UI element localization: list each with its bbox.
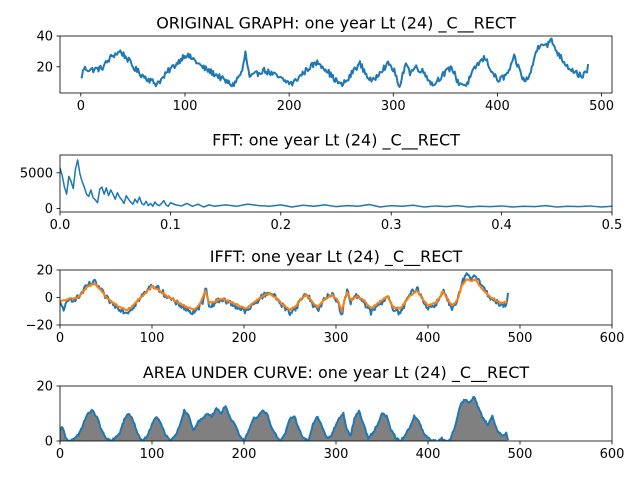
subplot-ifft: IFFT: one year Lt (24) _C__RECT 0 100 200 3… [26,247,625,346]
x-tick-label-fft: 0.0 [50,218,71,233]
subplot-original: ORIGINAL GRAPH: one year Lt (24) _C__REC… [36,14,614,115]
axes-frame-original [59,35,613,94]
x-tick-label-original: 200 [277,99,302,114]
y-tick-label-original: 40 [36,30,53,45]
x-tick-label-ifft: 600 [600,331,625,346]
x-tick-label-ifft: 200 [232,331,257,346]
x-tick-label-fft: 0.4 [491,218,512,233]
plot-marks-ifft [60,272,510,317]
x-tick-label-area: 200 [232,447,257,462]
subplot-area: AREA UNDER CURVE: one year Lt (24) _C__R… [36,363,624,462]
series-line-fft-1 [60,159,612,208]
x-tick-label-ifft: 100 [140,331,165,346]
x-tick-label-area: 0 [56,447,64,462]
x-tick-label-fft: 0.5 [602,218,623,233]
plot-area-fft: 0.0 0.1 0.2 0.3 0.4 0.5 0 5000 [20,154,623,233]
y-tick-label-fft: 5000 [20,166,53,181]
subplot-fft: FFT: one year Lt (24) _C__RECT 0.0 0.1 0.2… [20,131,622,234]
x-tick-label-ifft: 400 [416,331,441,346]
title-ifft: IFFT: one year Lt (24) _C__RECT [210,247,463,267]
x-tick-label-original: 0 [77,99,85,114]
y-tick-label-ifft: 0 [45,291,53,306]
x-tick-label-ifft: 0 [56,331,64,346]
y-tick-label-fft: 0 [45,202,53,217]
x-tick-label-original: 100 [173,99,198,114]
x-tick-label-area: 500 [508,447,533,462]
x-tick-label-fft: 0.1 [160,218,181,233]
y-tick-label-area: 0 [45,435,53,450]
x-tick-label-ifft: 300 [324,331,349,346]
y-tick-label-area: 20 [36,380,53,395]
x-tick-label-original: 300 [381,99,406,114]
series-line-area-1 [60,395,510,441]
y-tick-label-original: 20 [36,60,53,75]
x-tick-label-ifft: 500 [508,331,533,346]
plot-marks-original [80,37,590,88]
plot-area-original: 0 100 200 300 400 500 20 40 [36,30,614,115]
series-line-original-1 [80,37,590,88]
x-tick-label-area: 400 [416,447,441,462]
axes-frame-fft [59,154,613,213]
x-tick-label-original: 400 [485,99,510,114]
x-tick-label-area: 100 [140,447,165,462]
x-tick-label-area: 600 [600,447,625,462]
x-tick-label-fft: 0.2 [270,218,291,233]
title-area: AREA UNDER CURVE: one year Lt (24) _C__R… [143,363,530,383]
y-tick-label-ifft: −20 [26,319,53,334]
series-line-ifft-2 [60,278,509,313]
x-tick-label-fft: 0.3 [381,218,402,233]
plot-marks-area [60,395,510,441]
title-original: ORIGINAL GRAPH: one year Lt (24) _C__REC… [156,14,516,34]
y-tick-label-ifft: 20 [36,264,53,279]
x-tick-label-area: 300 [324,447,349,462]
plot-marks-fft [60,159,612,208]
plot-area-area: 0 100 200 300 400 500 600 0 20 [36,380,624,463]
x-tick-label-original: 500 [589,99,614,114]
title-fft: FFT: one year Lt (24) _C__RECT [212,131,460,151]
